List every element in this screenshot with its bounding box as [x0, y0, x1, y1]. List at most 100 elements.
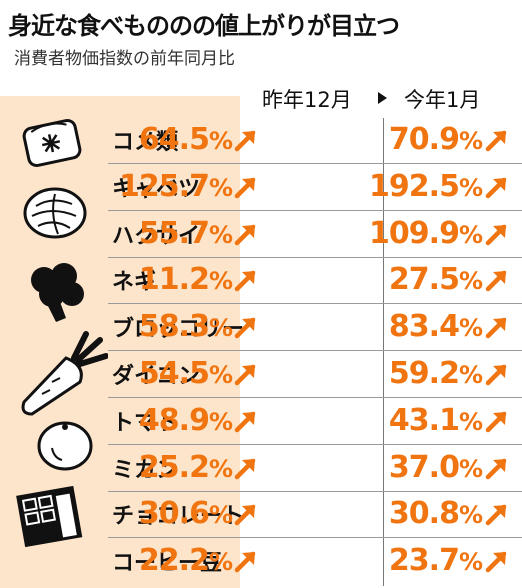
value-dec: 22.2%: [139, 543, 233, 581]
chart-subtitle: 消費者物価指数の前年同月比: [14, 49, 235, 69]
trend-up-arrow-icon: [233, 221, 259, 247]
percent-unit: %: [208, 548, 233, 577]
value-dec-number: 58.3: [138, 309, 210, 345]
value-dec-number: 11.2: [138, 262, 210, 298]
value-jan-number: 59.2: [388, 356, 460, 391]
trend-up-arrow-icon: [233, 501, 259, 527]
table-row: チョコレート 30.6% 30.8%: [0, 492, 522, 539]
cabbage-icon: [23, 187, 87, 239]
value-jan: 37.0%: [388, 449, 483, 488]
table-row: ネギ 11.2% 27.5%: [0, 258, 522, 305]
food-name: ブロッコリー: [112, 317, 245, 343]
value-dec: 58.3%: [138, 309, 233, 347]
value-dec: 30.6%: [138, 496, 233, 534]
value-dec-number: 25.2: [138, 449, 210, 485]
column-header-jan: 今年1月: [404, 88, 481, 112]
percent-unit: %: [208, 361, 233, 389]
table-row: コーヒー豆 22.2% 23.7%: [0, 539, 522, 585]
trend-up-arrow-icon: [233, 174, 259, 200]
trend-up-arrow-icon: [233, 127, 259, 153]
row-divider: [108, 350, 522, 352]
value-jan-number: 192.5: [369, 168, 460, 204]
food-name: コメ類: [112, 130, 179, 155]
percent-unit: %: [458, 127, 483, 155]
percent-unit: %: [208, 314, 233, 343]
daikon-icon: [21, 331, 108, 416]
column-header-dec: 昨年12月: [262, 88, 352, 112]
table-row: ダイコン 54.5% 59.2%: [0, 352, 522, 398]
row-divider: [108, 490, 522, 492]
trend-up-arrow-icon: [484, 455, 510, 481]
column-arrow-icon: [378, 92, 387, 104]
row-divider: [108, 537, 522, 539]
trend-up-arrow-icon: [484, 221, 510, 247]
broccoli-icon: [31, 263, 84, 322]
value-jan-number: 37.0: [388, 449, 460, 485]
value-jan: 59.2%: [388, 356, 483, 394]
value-jan: 70.9%: [388, 122, 483, 160]
percent-unit: %: [458, 314, 483, 343]
value-jan-number: 70.9: [388, 122, 460, 157]
value-jan: 27.5%: [388, 262, 483, 300]
value-jan-number: 27.5: [388, 262, 460, 298]
food-name: チョコレート: [112, 504, 245, 530]
value-jan-number: 43.1: [388, 402, 460, 438]
table-row: ハクサイ 55.7% 109.9%: [0, 212, 522, 258]
trend-up-arrow-icon: [233, 361, 259, 387]
row-divider: [108, 256, 522, 258]
trend-up-arrow-icon: [233, 455, 259, 481]
chart-title: 身近な食べもののの値上がりが目立つ: [8, 12, 400, 40]
food-name: ハクサイ: [112, 223, 201, 249]
value-jan: 109.9%: [369, 215, 483, 254]
rice-bag-icon: [22, 118, 82, 168]
value-dec-number: 30.6: [138, 496, 210, 532]
food-name: ダイコン: [112, 364, 201, 389]
percent-unit: %: [458, 501, 483, 530]
value-jan-number: 83.4: [388, 309, 460, 345]
trend-up-arrow-icon: [484, 408, 510, 434]
trend-up-arrow-icon: [484, 127, 510, 153]
percent-unit: %: [458, 454, 483, 483]
percent-unit: %: [208, 173, 233, 202]
row-divider: [108, 443, 522, 445]
value-dec-number: 125.7: [119, 168, 210, 204]
table-row: コメ類 64.5% 70.9%: [0, 118, 522, 164]
value-jan-number: 23.7: [388, 543, 460, 579]
table-row: ミカン 25.2% 37.0%: [0, 446, 522, 492]
percent-unit: %: [208, 267, 233, 296]
trend-up-arrow-icon: [233, 267, 259, 293]
food-name: キャベツ: [112, 176, 201, 202]
table-row: ブロッコリー 58.3% 83.4%: [0, 305, 522, 352]
value-dec: 55.7%: [138, 215, 233, 254]
table-row: トマト 48.9% 43.1%: [0, 399, 522, 445]
value-dec: 11.2%: [138, 262, 233, 300]
value-dec: 25.2%: [138, 449, 233, 488]
value-jan: 43.1%: [388, 402, 483, 441]
trend-up-arrow-icon: [233, 548, 259, 574]
percent-unit: %: [458, 173, 483, 202]
percent-unit: %: [458, 267, 483, 296]
food-name: ネギ: [112, 270, 157, 296]
value-jan: 30.8%: [389, 496, 483, 534]
trend-up-arrow-icon: [484, 548, 510, 574]
percent-unit: %: [208, 501, 233, 530]
food-name: ミカン: [112, 457, 179, 483]
percent-unit: %: [208, 127, 233, 155]
percent-unit: %: [208, 407, 233, 436]
row-divider: [108, 209, 522, 211]
value-dec-number: 64.5: [138, 122, 210, 157]
value-dec: 125.7%: [119, 168, 233, 207]
trend-up-arrow-icon: [484, 267, 510, 293]
percent-unit: %: [458, 220, 483, 249]
row-divider: [108, 163, 522, 164]
column-divider: [383, 118, 384, 586]
percent-unit: %: [458, 548, 483, 577]
value-jan-number: 109.9: [369, 215, 460, 251]
value-dec: 64.5%: [138, 122, 233, 160]
table-row: キャベツ 125.7% 192.5%: [0, 165, 522, 211]
trend-up-arrow-icon: [233, 314, 259, 340]
percent-unit: %: [458, 407, 483, 436]
row-divider: [108, 303, 522, 305]
trend-up-arrow-icon: [484, 501, 510, 527]
value-dec-number: 55.7: [138, 215, 210, 251]
